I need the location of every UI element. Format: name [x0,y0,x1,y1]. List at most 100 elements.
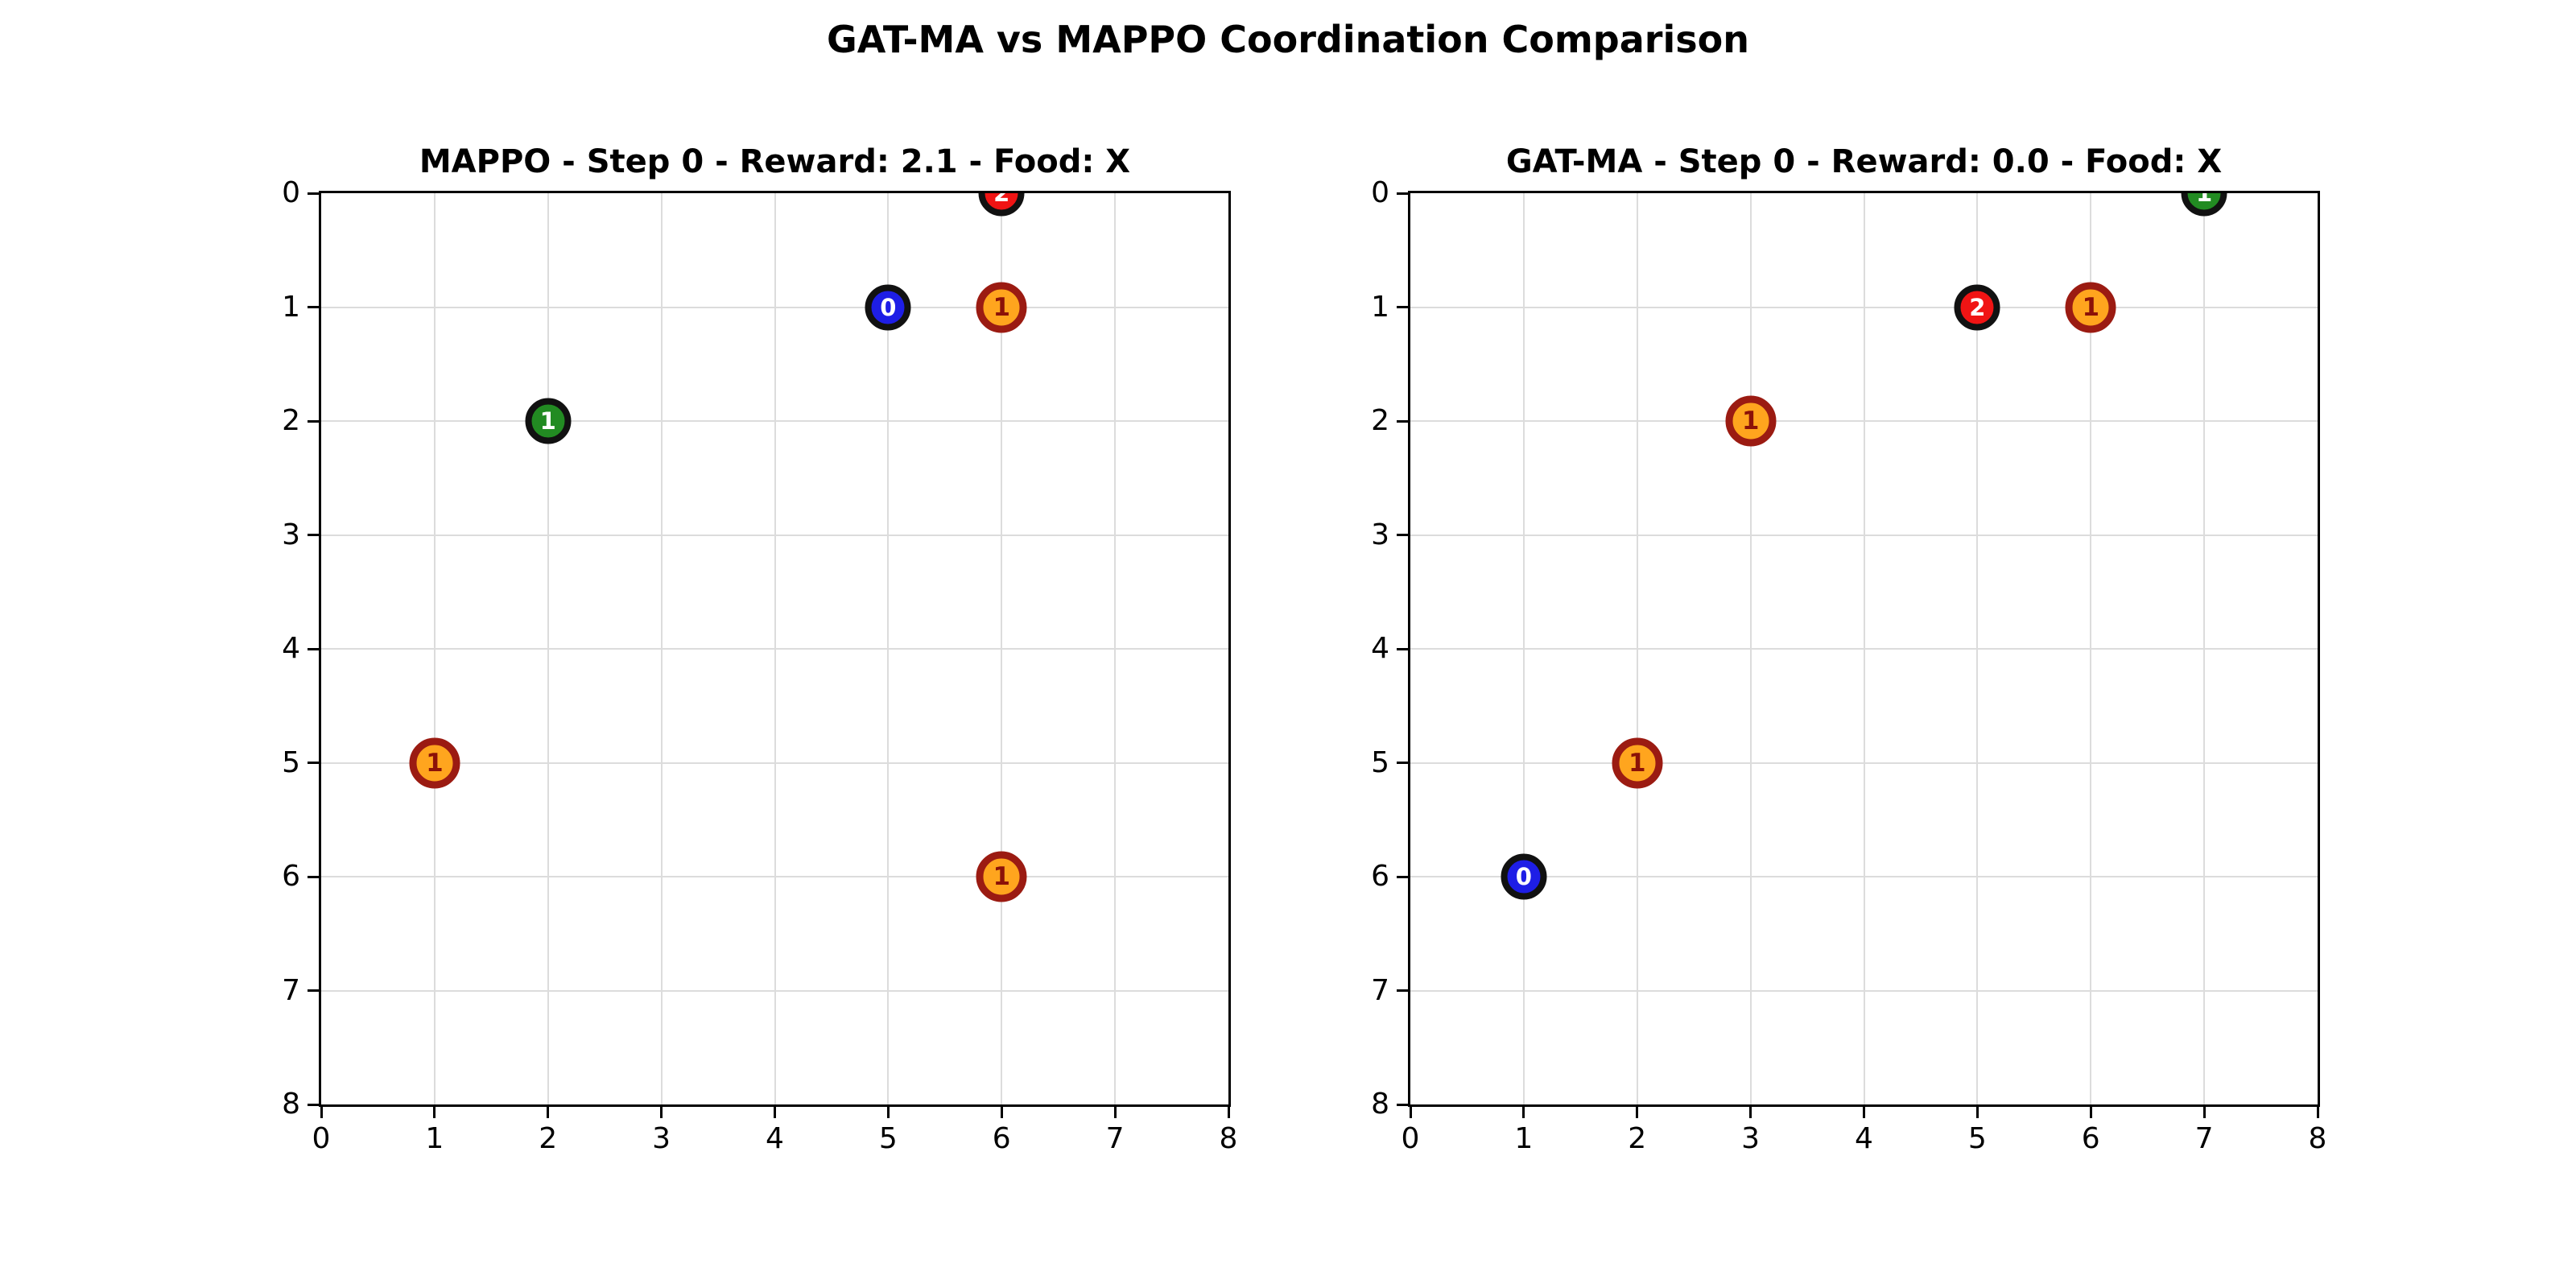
x-tick [1113,1107,1117,1118]
x-tick [1975,1107,1979,1118]
y-tick [1397,875,1408,878]
gridline [1410,306,2318,308]
food-marker-label: 1 [1628,748,1646,778]
food-marker [409,737,460,788]
marker-layer [321,193,1228,1104]
gridline [321,989,1228,992]
y-tick [308,192,319,195]
subplot-mappo-title: MAPPO - Step 0 - Reward: 2.1 - Food: X [419,143,1131,180]
gridline [321,876,1228,877]
x-tick-label: 0 [1401,1122,1420,1155]
x-tick [1636,1107,1639,1118]
agent-marker-label: 0 [1515,863,1532,890]
y-tick [308,647,319,650]
x-tick [1227,1107,1230,1118]
x-tick [1409,1107,1412,1118]
grid-layer [1410,193,2318,1104]
agent-marker-0 [865,284,911,330]
gridline [321,306,1228,308]
x-tick [320,1107,323,1118]
y-tick-label: 0 [1371,176,1389,209]
gridline [1410,420,2318,422]
x-tick [2316,1107,2319,1118]
y-tick [1397,989,1408,992]
y-tick-label: 3 [282,518,300,551]
y-tick [1397,306,1408,308]
agent-marker-label: 2 [993,180,1010,207]
x-tick-label: 4 [1855,1122,1873,1155]
gridline [1410,534,2318,536]
y-tick [308,306,319,308]
agent-marker-label: 1 [2196,180,2213,207]
y-tick [308,989,319,992]
grid-layer [321,193,1228,1104]
marker-label-layer: 1 1 1 0 1 2 [1410,180,2318,1104]
x-tick [547,1107,550,1118]
x-tick [2089,1107,2092,1118]
x-tick-label: 1 [425,1122,444,1155]
y-tick-label: 6 [1371,860,1389,893]
x-tick-label: 7 [2194,1122,2214,1155]
x-tick-label: 2 [539,1122,558,1155]
subplot-mappo: MAPPO - Step 0 - Reward: 2.1 - Food: X 1… [282,143,1237,1155]
y-tick-label: 8 [1371,1088,1389,1121]
y-tick [1397,534,1408,536]
main-title: GAT-MA vs MAPPO Coordination Comparison [827,18,1749,61]
y-tick-label: 0 [282,176,300,209]
food-marker [976,851,1027,902]
x-tick [774,1107,776,1118]
food-marker-label: 1 [993,862,1011,891]
food-marker [1612,737,1663,788]
x-tick [660,1107,663,1118]
gridline [1410,648,2318,650]
y-tick [308,875,319,878]
gridline [1410,989,2318,992]
x-tick-label: 7 [1105,1122,1125,1155]
gridline [1410,762,2318,764]
x-tick-label: 3 [652,1122,671,1155]
x-tick-label: 5 [1967,1122,1987,1155]
y-tick [308,762,319,764]
y-tick-label: 1 [282,290,300,324]
y-tick-label: 2 [282,404,300,437]
agent-marker-label: 1 [539,407,556,435]
x-tick-label: 8 [2308,1122,2327,1155]
agent-marker-label: 0 [880,293,897,321]
gridline [321,762,1228,764]
x-tick [886,1107,890,1118]
y-tick-label: 1 [1371,290,1389,324]
y-tick [1397,419,1408,423]
x-tick-label: 5 [878,1122,898,1155]
y-tick-label: 2 [1371,404,1389,437]
x-tick-label: 8 [1219,1122,1238,1155]
agent-marker-2 [1954,284,2000,330]
x-tick-label: 6 [2081,1122,2100,1155]
y-tick [308,534,319,536]
x-tick-label: 4 [766,1122,784,1155]
gridline [1410,876,2318,877]
gridline [321,648,1228,650]
x-tick-label: 0 [312,1122,331,1155]
y-tick [308,1103,319,1106]
y-tick [1397,1103,1408,1106]
y-tick-label: 6 [282,860,300,893]
y-tick-label: 7 [282,973,300,1007]
food-marker-label: 1 [426,748,444,778]
y-tick-label: 8 [282,1088,300,1121]
x-tick-label: 1 [1514,1122,1534,1155]
x-tick [2202,1107,2206,1118]
y-tick-label: 4 [282,632,300,665]
food-marker-label: 1 [993,292,1011,322]
y-tick-label: 3 [1371,518,1389,551]
subplot-gatma: GAT-MA - Step 0 - Reward: 0.0 - Food: X … [1371,143,2326,1155]
x-tick [433,1107,436,1118]
y-tick [1397,192,1408,195]
food-marker-label: 1 [1741,407,1760,436]
marker-label-layer: 1 1 1 0 1 2 [321,180,1228,1104]
y-tick-label: 5 [282,745,300,779]
subplot-gatma-title: GAT-MA - Step 0 - Reward: 0.0 - Food: X [1505,143,2223,180]
y-tick-label: 5 [1371,745,1389,779]
x-tick [1863,1107,1865,1118]
